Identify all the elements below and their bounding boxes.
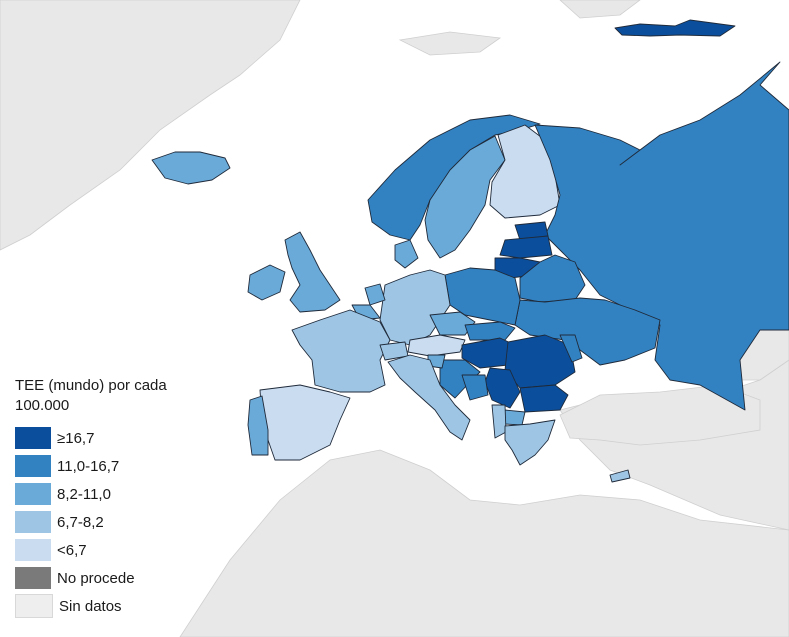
- legend-item: ≥16,7: [15, 426, 195, 450]
- turkey: [559, 384, 761, 446]
- map-legend: TEE (mundo) por cada 100.000 ≥16,7 11,0-…: [15, 376, 195, 622]
- region-slovakia: [464, 321, 516, 341]
- countries: [151, 19, 789, 483]
- region-sweden: [424, 135, 506, 259]
- region-russia: [534, 61, 789, 411]
- region-bulgaria: [519, 384, 569, 413]
- region-ukraine: [514, 297, 661, 366]
- legend-label: 11,0-16,7: [57, 457, 120, 475]
- legend-item: 8,2-11,0: [15, 482, 195, 506]
- legend-swatch: [15, 511, 51, 533]
- region-spain: [259, 384, 351, 461]
- north-africa: [179, 449, 789, 637]
- legend-swatch: [15, 594, 53, 618]
- region-italy: [387, 354, 471, 441]
- legend-item: 6,7-8,2: [15, 510, 195, 534]
- region-cyprus: [609, 469, 631, 483]
- region-greece: [504, 419, 556, 466]
- legend-title: TEE (mundo) por cada 100.000: [15, 377, 167, 414]
- region-moldova: [559, 334, 583, 363]
- legend-item: 11,0-16,7: [15, 454, 195, 478]
- legend-swatch: [15, 455, 51, 477]
- arctic-islands: [398, 31, 502, 56]
- region-poland: [444, 267, 521, 326]
- legend-swatch: [15, 539, 51, 561]
- region-finland: [489, 124, 561, 219]
- legend-swatch: [15, 427, 51, 449]
- legend-item: Sin datos: [15, 594, 195, 618]
- region-netherlands: [364, 283, 386, 306]
- region-iceland: [151, 151, 231, 185]
- region-ireland: [247, 264, 286, 301]
- region-france: [291, 309, 391, 393]
- legend-label: ≥16,7: [57, 429, 95, 447]
- region-north-macedonia: [504, 409, 526, 426]
- novaya-zemlya-outline: [559, 0, 641, 19]
- greenland: [0, 0, 301, 251]
- legend-item: No procede: [15, 566, 195, 590]
- region-united-kingdom: [284, 231, 341, 313]
- legend-items: ≥16,7 11,0-16,7 8,2-11,0 6,7-8,2 <6,7 No…: [15, 426, 195, 618]
- legend-swatch: [15, 483, 51, 505]
- region-latvia: [499, 235, 553, 259]
- region-belarus: [519, 254, 586, 303]
- region-albania: [491, 404, 507, 439]
- region-bosnia: [461, 374, 489, 401]
- legend-label: No procede: [57, 569, 135, 587]
- legend-item: <6,7: [15, 538, 195, 562]
- legend-label: <6,7: [57, 541, 87, 559]
- legend-label: Sin datos: [59, 597, 122, 615]
- region-denmark: [394, 239, 419, 269]
- legend-label: 6,7-8,2: [57, 513, 104, 531]
- legend-label: 8,2-11,0: [57, 485, 111, 503]
- region-svalbard: [614, 19, 736, 37]
- legend-swatch: [15, 567, 51, 589]
- region-portugal: [247, 395, 269, 456]
